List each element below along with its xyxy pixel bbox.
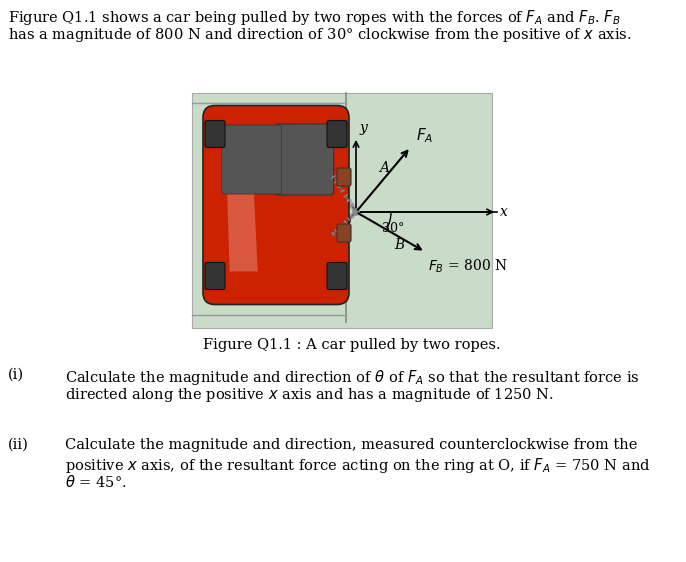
FancyBboxPatch shape [203,106,349,305]
Text: Figure Q1.1 shows a car being pulled by two ropes with the forces of $F_A$ and $: Figure Q1.1 shows a car being pulled by … [8,8,621,27]
FancyBboxPatch shape [205,120,225,147]
FancyBboxPatch shape [205,262,225,289]
Text: $F_B$ = 800 N: $F_B$ = 800 N [428,258,508,275]
FancyBboxPatch shape [192,93,492,328]
Text: directed along the positive $x$ axis and has a magnitude of 1250 N.: directed along the positive $x$ axis and… [65,386,554,404]
Text: Figure Q1.1 : A car pulled by two ropes.: Figure Q1.1 : A car pulled by two ropes. [203,338,501,352]
FancyBboxPatch shape [327,262,347,289]
Polygon shape [227,194,258,271]
Text: (ii): (ii) [8,438,29,452]
Text: $F_A$: $F_A$ [416,126,433,145]
Text: has a magnitude of 800 N and direction of 30° clockwise from the positive of $x$: has a magnitude of 800 N and direction o… [8,26,632,44]
Text: O: O [340,216,351,230]
Text: A: A [379,161,390,175]
FancyBboxPatch shape [337,168,351,186]
Text: x: x [500,205,508,219]
Text: (i): (i) [8,368,24,382]
Text: $\theta$: $\theta$ [326,174,336,189]
FancyBboxPatch shape [327,120,347,147]
Text: B: B [394,238,404,252]
Text: y: y [360,121,368,135]
Text: positive $x$ axis, of the resultant force acting on the ring at O, if $F_A$ = 75: positive $x$ axis, of the resultant forc… [65,456,650,475]
FancyBboxPatch shape [337,224,351,242]
Circle shape [353,209,359,215]
Text: Calculate the magnitude and direction, measured counterclockwise from the: Calculate the magnitude and direction, m… [65,438,637,452]
Text: 30°: 30° [382,222,405,235]
FancyBboxPatch shape [222,125,281,194]
FancyBboxPatch shape [274,124,333,195]
Text: Calculate the magnitude and direction of $\theta$ of $F_A$ so that the resultant: Calculate the magnitude and direction of… [65,368,640,387]
Text: $\theta$ = 45°.: $\theta$ = 45°. [65,474,127,490]
